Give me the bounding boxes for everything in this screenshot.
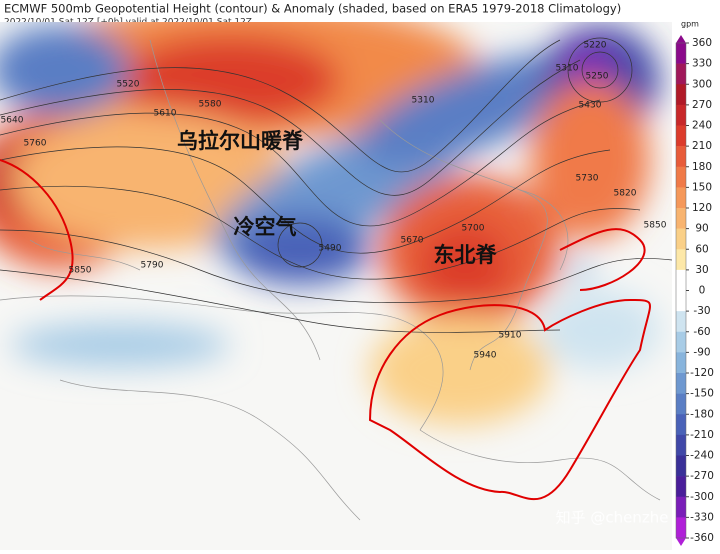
contour-label: 5850 (644, 221, 667, 231)
colorbar-tick-label: 330 (692, 58, 712, 70)
colorbar-segment (676, 84, 686, 106)
colorbar-tick-label: -330 (690, 511, 714, 523)
contour-label: 5850 (69, 266, 92, 276)
colorbar-segment (676, 290, 686, 312)
colorbar-segment (676, 476, 686, 498)
watermark: 知乎 @chenzhe (556, 509, 669, 527)
colorbar-segment (676, 414, 686, 436)
contour-label: 5220 (584, 41, 607, 51)
colorbar-tick-label: 30 (695, 264, 708, 276)
colorbar-tick-label: -150 (690, 388, 714, 400)
colorbar-tick-label: 150 (692, 181, 712, 193)
contour-label: 5940 (474, 351, 497, 361)
annotation: 乌拉尔山暖脊 (177, 129, 304, 153)
contour-label: 5640 (1, 116, 24, 126)
colorbar-tick-label: 360 (692, 37, 712, 49)
colorbar-tick-label: -90 (693, 346, 710, 358)
colorbar-tick-label: 120 (692, 202, 712, 214)
colorbar-tick-label: -240 (690, 450, 714, 462)
colorbar-segment (676, 496, 686, 518)
colorbar-tick-label: -360 (690, 532, 714, 544)
contour-label: 5520 (117, 80, 140, 90)
colorbar-tick-label: 60 (695, 243, 708, 255)
colorbar-tick-label: -120 (690, 367, 714, 379)
colorbar-tick-label: -210 (690, 429, 714, 441)
colorbar-segment (676, 352, 686, 374)
contour-label: 5700 (462, 224, 485, 234)
colorbar-segment (676, 228, 686, 250)
anomaly-shading (0, 22, 660, 425)
colorbar: 3603303002702402101801501209060300-30-60… (675, 35, 714, 546)
colorbar-end (676, 35, 686, 43)
contour-label: 5310 (556, 64, 579, 74)
colorbar-tick-label: 300 (692, 78, 712, 90)
contour-label: 5730 (576, 174, 599, 184)
annotation: 东北脊 (434, 243, 498, 267)
colorbar-tick-label: -30 (693, 305, 710, 317)
height-contours (0, 37, 672, 333)
colorbar-segment (676, 517, 686, 539)
colorbar-tick-label: -270 (690, 470, 714, 482)
colorbar-segment (676, 125, 686, 147)
contour-label: 5310 (412, 96, 435, 106)
contour-label: 5760 (24, 139, 47, 149)
contour-label: 5430 (579, 101, 602, 111)
map-area (0, 22, 672, 521)
key-contour (0, 159, 651, 501)
contour-label: 5610 (154, 109, 177, 119)
colorbar-segment (676, 187, 686, 209)
colorbar-tick-label: -300 (690, 491, 714, 503)
colorbar-segment (676, 331, 686, 353)
borders (0, 39, 661, 521)
colorbar-segment (676, 249, 686, 271)
contour-label: 5580 (199, 100, 222, 110)
colorbar-unit: gpm (681, 20, 699, 29)
map-title: ECMWF 500mb Geopotential Height (contour… (4, 2, 621, 16)
contour-label: 5910 (499, 331, 522, 341)
colorbar-segment (676, 166, 686, 188)
colorbar-tick-label: 0 (699, 285, 706, 297)
colorbar-segment (676, 269, 686, 291)
contour-label: 5250 (586, 72, 609, 82)
colorbar-end (676, 538, 686, 546)
colorbar-segment (676, 63, 686, 85)
colorbar-tick-label: 240 (692, 120, 712, 132)
colorbar-segment (676, 208, 686, 229)
colorbar-tick-label: 180 (692, 161, 712, 173)
colorbar-tick-label: 270 (692, 99, 712, 111)
colorbar-segment (676, 43, 686, 64)
contour-label: 5490 (319, 244, 342, 254)
colorbar-tick-label: -60 (693, 326, 710, 338)
colorbar-segment (676, 373, 686, 394)
contour-label: 5790 (141, 261, 164, 271)
colorbar-segment (676, 434, 686, 456)
colorbar-segment (676, 146, 686, 168)
colorbar-segment (676, 104, 686, 126)
contour-label: 5670 (401, 236, 424, 246)
annotation: 冷空气 (234, 215, 297, 239)
colorbar-segment (676, 393, 686, 415)
contour-label: 5820 (614, 189, 637, 199)
colorbar-segment (676, 455, 686, 477)
colorbar-tick-label: -180 (690, 408, 714, 420)
colorbar-segment (676, 311, 686, 333)
colorbar-tick-label: 210 (692, 140, 712, 152)
colorbar-tick-label: 90 (695, 223, 708, 235)
